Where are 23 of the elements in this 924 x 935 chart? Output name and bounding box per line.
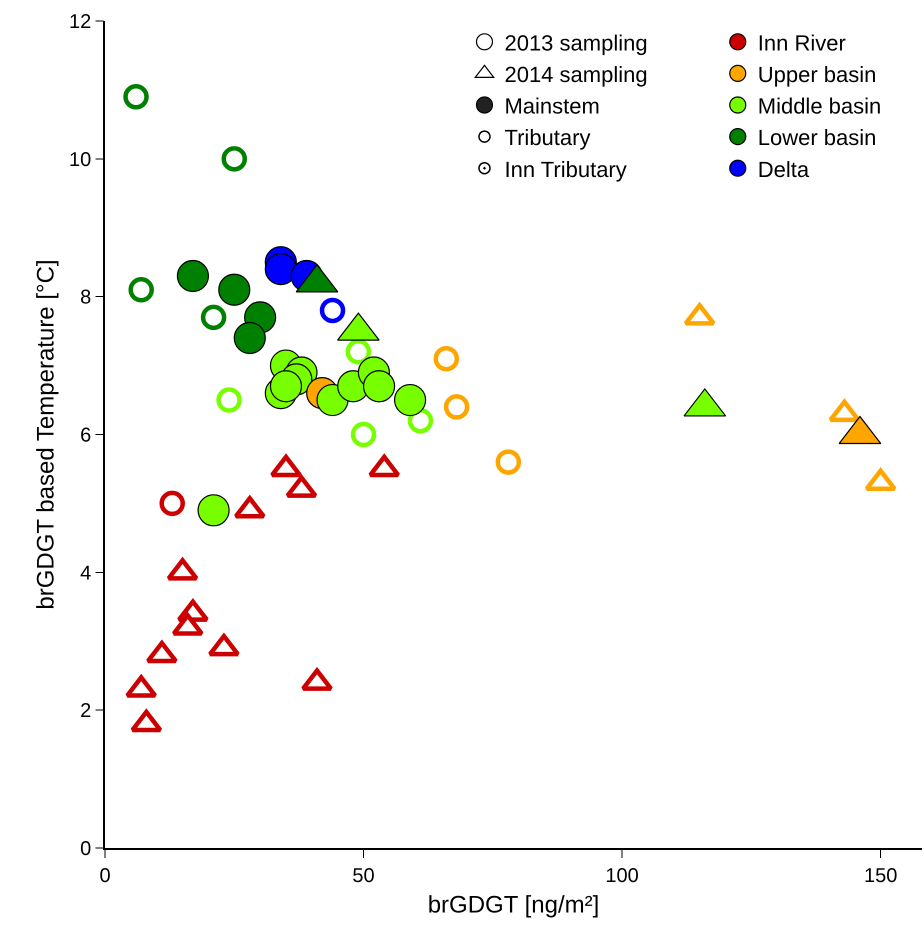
y-tick-label: 8 bbox=[80, 286, 92, 309]
legend-label: Delta bbox=[758, 156, 810, 182]
legend-label: Mainstem bbox=[504, 94, 600, 119]
x-tick-label: 0 bbox=[99, 864, 111, 887]
x-axis-title: brGDGT [ng/m²] bbox=[428, 892, 600, 919]
legend-label: Middle basin bbox=[758, 94, 882, 119]
y-tick-label: 12 bbox=[69, 11, 92, 33]
legend-label: Tributary bbox=[504, 125, 590, 150]
y-tick-label: 2 bbox=[80, 700, 92, 722]
y-tick-label: 4 bbox=[80, 562, 92, 584]
legend-label: Inn River bbox=[758, 30, 846, 56]
legend-label: Inn Tributary bbox=[504, 156, 627, 182]
y-axis-title: brGDGT based Temperature [°C] bbox=[32, 259, 60, 610]
x-tick-label: 150 bbox=[864, 864, 898, 887]
legend-label: Upper basin bbox=[758, 62, 876, 87]
y-tick-label: 10 bbox=[69, 148, 92, 171]
x-tick-label: 100 bbox=[605, 864, 639, 887]
x-tick-label: 50 bbox=[352, 864, 375, 887]
legend-label: 2014 sampling bbox=[504, 62, 648, 87]
legend-label: 2013 sampling bbox=[504, 30, 648, 56]
y-tick-label: 6 bbox=[80, 424, 92, 446]
y-tick-label: 0 bbox=[80, 838, 92, 860]
legend-label: Lower basin bbox=[758, 125, 876, 150]
